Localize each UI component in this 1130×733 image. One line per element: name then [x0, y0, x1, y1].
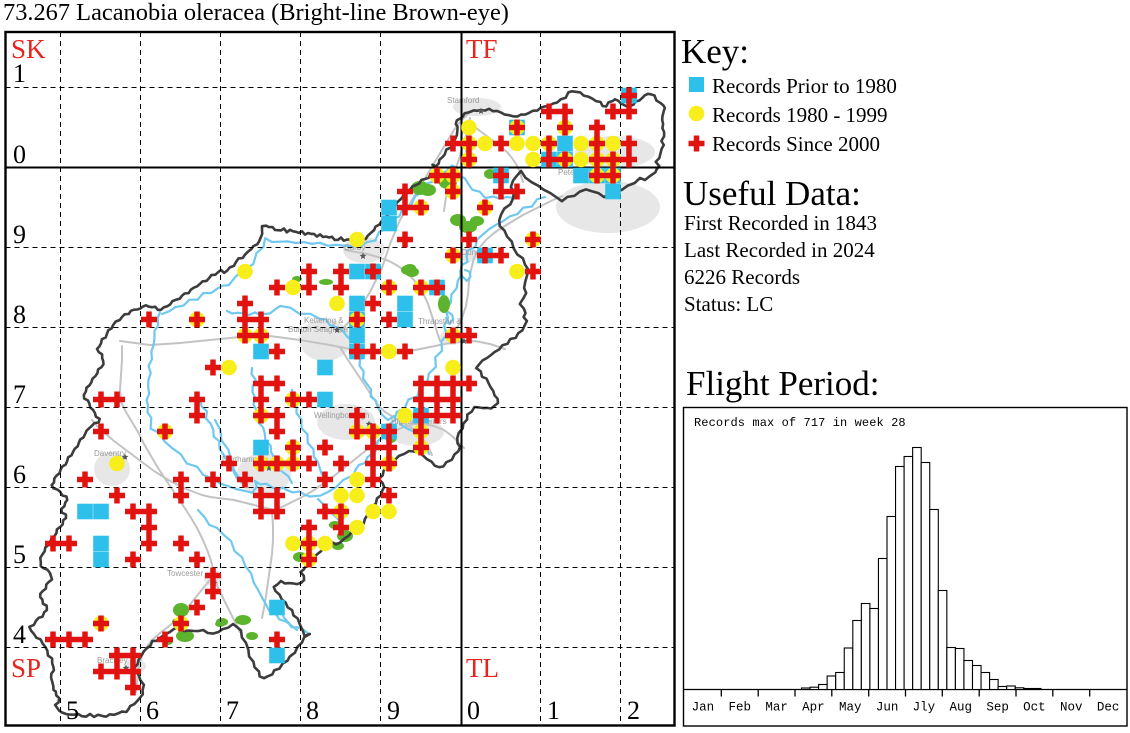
svg-text:Stamford: Stamford [447, 96, 479, 105]
svg-text:Corby: Corby [344, 243, 365, 252]
svg-text:6: 6 [146, 696, 159, 725]
svg-text:Wellingborough: Wellingborough [314, 411, 369, 420]
svg-text:1: 1 [13, 59, 26, 88]
svg-text:Nov: Nov [1060, 701, 1083, 715]
svg-text:Mar: Mar [765, 701, 788, 715]
svg-text:8: 8 [306, 696, 319, 725]
svg-text:5: 5 [66, 696, 79, 725]
svg-text:TF: TF [466, 34, 498, 64]
svg-text:Dec: Dec [1097, 701, 1120, 715]
svg-text:0: 0 [467, 696, 480, 725]
svg-text:Jan: Jan [692, 701, 715, 715]
svg-text:Apr: Apr [802, 701, 825, 715]
svg-text:7: 7 [13, 380, 26, 409]
svg-text:Burton Seagrave: Burton Seagrave [288, 325, 349, 334]
svg-text:5: 5 [13, 540, 26, 569]
svg-text:Daventry: Daventry [94, 449, 126, 458]
svg-text:Records max of 717 in week 28: Records max of 717 in week 28 [694, 416, 906, 430]
svg-text:Kettering &: Kettering & [304, 316, 344, 325]
svg-text:Towcester: Towcester [167, 569, 203, 578]
svg-text:Feb: Feb [729, 701, 752, 715]
svg-text:SK: SK [11, 34, 46, 64]
svg-text:Sep: Sep [986, 701, 1009, 715]
svg-text:Northampton: Northampton [222, 455, 268, 464]
svg-text:Thrapston &: Thrapston & [418, 317, 462, 326]
svg-text:Jly: Jly [913, 701, 936, 715]
svg-text:Aug: Aug [950, 701, 973, 715]
svg-text:Oct: Oct [1023, 701, 1046, 715]
svg-text:0: 0 [13, 140, 26, 169]
svg-text:May: May [839, 701, 862, 715]
svg-text:7: 7 [226, 696, 239, 725]
svg-text:Oundle: Oundle [461, 248, 487, 257]
svg-text:SP: SP [11, 653, 41, 683]
svg-text:9: 9 [387, 696, 400, 725]
svg-text:6: 6 [13, 460, 26, 489]
svg-text:8: 8 [13, 300, 26, 329]
svg-text:1: 1 [547, 696, 560, 725]
svg-text:2: 2 [627, 696, 640, 725]
svg-text:Jun: Jun [876, 701, 899, 715]
svg-text:9: 9 [13, 220, 26, 249]
svg-text:Brackley: Brackley [97, 656, 128, 665]
svg-text:TL: TL [466, 653, 499, 683]
svg-text:4: 4 [13, 620, 26, 649]
